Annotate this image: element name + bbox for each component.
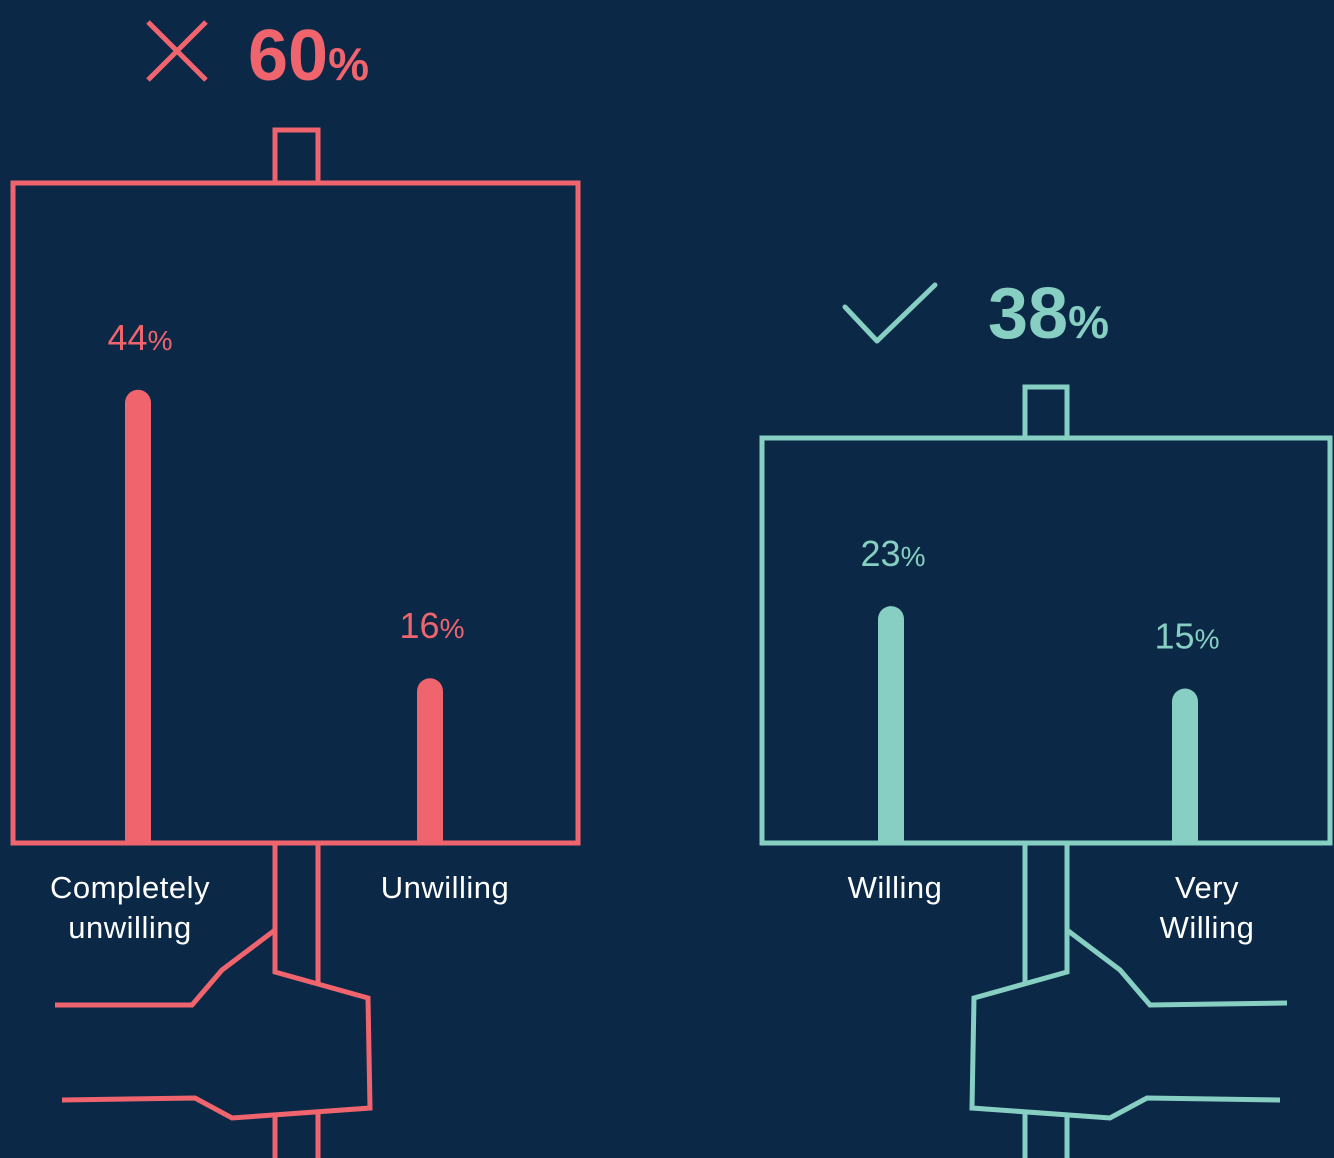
- value-label: 16%: [400, 605, 465, 646]
- value-label: 44%: [108, 317, 173, 358]
- value-label: 23%: [861, 533, 926, 574]
- bar: [878, 606, 904, 843]
- bar: [125, 389, 151, 843]
- category-label: Willing: [847, 870, 943, 905]
- value-label: 15%: [1155, 616, 1220, 657]
- board: [759, 435, 1333, 846]
- total-label: 38%: [988, 274, 1109, 354]
- board: [10, 180, 581, 846]
- bar: [1172, 688, 1198, 843]
- sign: 38% 23% 15%: [759, 274, 1333, 1158]
- sign: 60% 44% 16%: [10, 16, 581, 1158]
- handle: [272, 127, 321, 186]
- category-label: Unwilling: [380, 870, 510, 905]
- category-label: Very Willing: [1159, 870, 1255, 945]
- hand: [55, 924, 373, 1121]
- handle: [1022, 384, 1070, 441]
- category-label: Completely unwilling: [49, 870, 211, 945]
- total-label: 60%: [248, 16, 369, 96]
- cross-icon: [146, 20, 208, 82]
- bar: [417, 678, 443, 843]
- hand: [969, 924, 1288, 1121]
- check-icon: [842, 282, 938, 344]
